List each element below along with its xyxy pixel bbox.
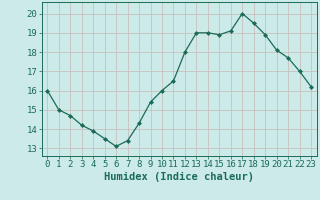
X-axis label: Humidex (Indice chaleur): Humidex (Indice chaleur): [104, 172, 254, 182]
